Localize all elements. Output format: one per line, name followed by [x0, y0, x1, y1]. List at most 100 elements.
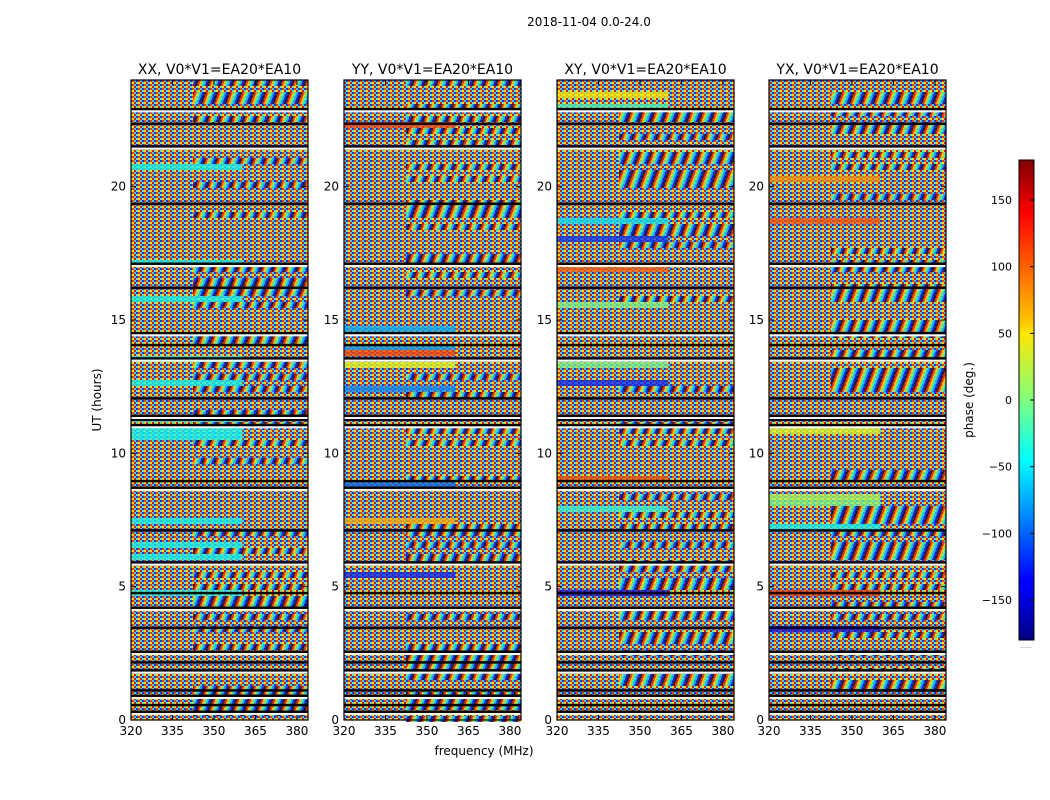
x-tick-label: 335 [799, 724, 822, 738]
flagged-gap [344, 653, 521, 655]
x-tick-label: 365 [244, 724, 267, 738]
flagged-gap [131, 343, 308, 347]
flagged-gap [344, 145, 521, 148]
y-tick-label: 5 [544, 580, 552, 594]
phase-fringe-band [405, 128, 521, 134]
phase-fringe-band [405, 476, 521, 482]
heatmap-image [769, 80, 946, 720]
flagged-gap [131, 563, 308, 566]
x-tick-label: 350 [841, 724, 864, 738]
flagged-gap [557, 417, 734, 419]
phase-fringe-band [405, 116, 521, 122]
flagged-gap [344, 265, 521, 267]
flagged-gap [131, 147, 308, 150]
panel-title: XY, V0*V1=EA20*EA10 [564, 62, 726, 78]
x-tick-label: 350 [629, 724, 652, 738]
flagged-gap [344, 110, 521, 113]
phase-fringe-band [830, 374, 946, 380]
flagged-gap [769, 110, 946, 113]
flagged-gap [344, 479, 521, 483]
flagged-gap [131, 606, 308, 609]
flagged-gap [131, 694, 308, 697]
phase-fringe-band [830, 98, 946, 104]
flagged-gap [557, 713, 734, 715]
phase-fringe-band [405, 644, 521, 650]
flagged-gap [769, 609, 946, 611]
phase-fringe-band [192, 584, 308, 590]
flagged-gap [131, 122, 308, 125]
phase-smooth-band [344, 362, 456, 368]
phase-fringe-band [405, 524, 521, 530]
flagged-gap [344, 689, 521, 692]
flagged-gap [769, 357, 946, 360]
phase-fringe-band [830, 548, 946, 554]
phase-smooth-band [769, 494, 881, 500]
phase-smooth-band [557, 266, 669, 272]
colorbar-tick-label: −150 [982, 594, 1012, 607]
phase-smooth-band [131, 380, 243, 386]
phase-fringe-band [618, 242, 734, 248]
flagged-gap [344, 606, 521, 609]
phase-fringe-band [618, 680, 734, 686]
phase-fringe-band [405, 542, 521, 548]
flagged-gap [769, 107, 946, 111]
phase-fringe-band [618, 494, 734, 500]
flagged-gap [557, 609, 734, 611]
flagged-gap [769, 591, 946, 595]
phase-fringe-band [618, 542, 734, 548]
phase-smooth-band [131, 428, 243, 434]
y-tick-label: 20 [324, 180, 339, 194]
flagged-gap [769, 489, 946, 491]
phase-smooth-band [344, 518, 456, 524]
x-tick-label: 380 [923, 724, 946, 738]
flagged-gap [769, 423, 946, 427]
flagged-gap [769, 650, 946, 653]
phase-fringe-band [405, 254, 521, 260]
phase-smooth-band [769, 524, 881, 530]
phase-fringe-band [192, 572, 308, 578]
phase-fringe-band [830, 194, 946, 200]
flagged-gap [769, 343, 946, 347]
flagged-gap [557, 710, 734, 713]
flagged-gap [344, 426, 521, 429]
x-axis-label: frequency (MHz) [434, 744, 533, 758]
flagged-gap [131, 202, 308, 205]
colorbar-tick-label: 0 [1005, 394, 1012, 407]
x-tick-label: 320 [758, 724, 781, 738]
flagged-gap [131, 418, 308, 421]
flagged-gap [557, 697, 734, 699]
heatmap-image [131, 80, 308, 720]
flagged-gap [769, 486, 946, 489]
flagged-gap [131, 669, 308, 672]
flagged-gap [557, 122, 734, 125]
flagged-gap [769, 426, 946, 429]
flagged-gap [557, 331, 734, 335]
panel-title: XX, V0*V1=EA20*EA10 [138, 62, 301, 78]
colorbar-label: phase (deg.) [962, 362, 976, 438]
phase-smooth-band [557, 104, 669, 110]
phase-fringe-band [192, 386, 308, 392]
x-tick-label: 320 [120, 724, 143, 738]
phase-fringe-band [192, 614, 308, 620]
y-tick-label: 5 [331, 580, 339, 594]
flagged-gap [769, 286, 946, 289]
flagged-gap [344, 357, 521, 360]
phase-smooth-band [131, 296, 243, 302]
flagged-gap [769, 334, 946, 337]
phase-fringe-band [405, 224, 521, 230]
flagged-gap [769, 710, 946, 713]
phase-fringe-band [405, 662, 521, 668]
flagged-gap [131, 262, 308, 265]
panels: XX, V0*V1=EA20*EA10 320 335 350 365 380 0 5 10 15… [111, 62, 947, 738]
phase-fringe-band [192, 212, 308, 218]
flagged-gap [769, 697, 946, 699]
flagged-gap [344, 262, 521, 265]
phase-fringe-band [830, 470, 946, 476]
flagged-gap [344, 286, 521, 289]
flagged-gap [131, 609, 308, 611]
phase-fringe-band [192, 302, 308, 308]
flagged-gap [344, 397, 521, 400]
y-tick-label: 20 [537, 180, 552, 194]
phase-smooth-band [557, 506, 669, 512]
panel-xy: XY, V0*V1=EA20*EA10 320 335 350 365 380 0 5 10 15… [537, 62, 735, 738]
